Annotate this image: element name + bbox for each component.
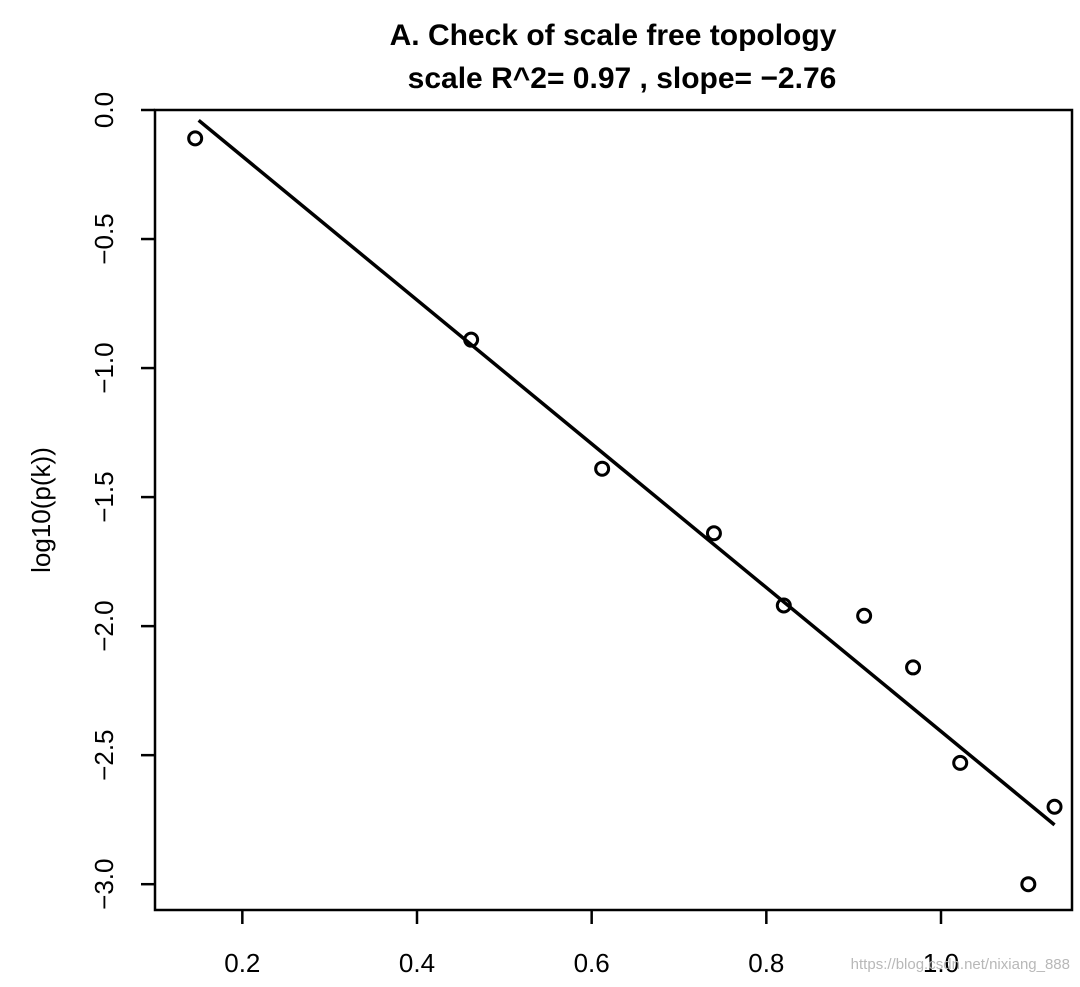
fit-line-group	[197, 118, 1056, 827]
y-tick-label: −3.0	[89, 859, 119, 910]
chart-title: A. Check of scale free topology	[390, 19, 837, 52]
data-point	[1020, 876, 1037, 893]
x-tick-label: 0.6	[574, 948, 610, 978]
data-point	[705, 525, 722, 542]
x-tick-label: 0.2	[224, 948, 260, 978]
y-tick-label: −0.5	[89, 213, 119, 264]
chart-subtitle: scale R^2= 0.97 , slope= −2.76	[408, 62, 837, 95]
y-axis-label: log10(p(k))	[26, 447, 56, 573]
data-point	[1046, 798, 1063, 815]
y-axis: 0.0 −0.5 −1.0 −1.5 −2.0 −2.5 −3.0	[89, 92, 155, 910]
data-point	[905, 659, 922, 676]
data-point	[463, 331, 480, 348]
y-tick-label: 0.0	[89, 92, 119, 128]
data-point	[952, 754, 969, 771]
plot-frame	[153, 108, 1074, 912]
data-point	[775, 597, 792, 614]
regression-line	[197, 118, 1056, 827]
y-tick-label: −1.0	[89, 342, 119, 393]
y-tick-label: −1.5	[89, 471, 119, 522]
x-tick-label: 1.0	[923, 948, 959, 978]
watermark: https://blog.csdn.net/nixiang_888	[850, 956, 1070, 973]
x-axis: 0.2 0.4 0.6 0.8 1.0	[224, 910, 959, 978]
data-point	[594, 460, 611, 477]
data-points	[187, 130, 1063, 893]
data-point	[187, 130, 204, 147]
y-tick-label: −2.0	[89, 600, 119, 651]
data-point	[856, 607, 873, 624]
x-tick-label: 0.8	[748, 948, 784, 978]
x-tick-label: 0.4	[399, 948, 435, 978]
y-tick-label: −2.5	[89, 729, 119, 780]
